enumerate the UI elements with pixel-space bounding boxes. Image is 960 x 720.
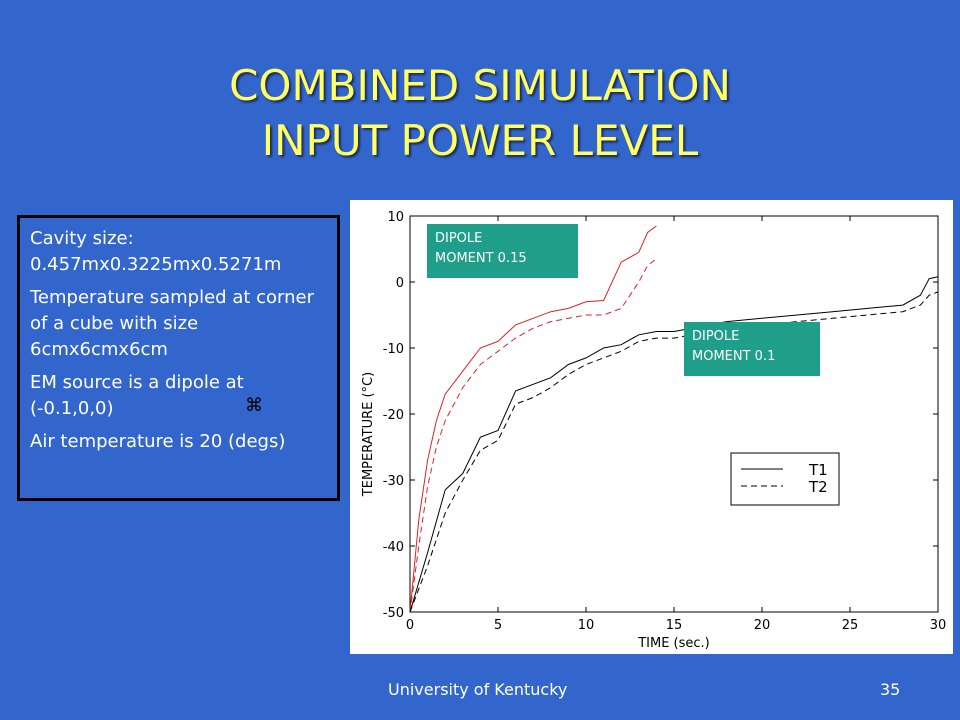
info-box: Cavity size: 0.457mx0.3225mx0.5271m Temp… [17,215,340,501]
legend-box [730,452,840,506]
x-tick-label: 5 [494,618,502,633]
series-line-t2-dipole-015 [409,258,657,613]
y-tick-label: -10 [383,342,404,357]
y-axis-label: TEMPERATURE (°C) [361,372,376,497]
y-tick-label: -20 [383,408,404,423]
y-tick-label: 10 [387,210,404,225]
y-tick-label: -40 [383,540,404,555]
series-line-t1-dipole-015 [409,225,657,613]
y-tick-label: -50 [383,606,404,621]
x-tick-label: 25 [842,618,859,633]
annotation-dipole-0-15: DIPOLE MOMENT 0.15 [427,224,578,278]
x-tick-label: 0 [406,618,414,633]
annotation-dipole-0-15-line-2: MOMENT 0.15 [435,251,527,266]
x-tick-label: 15 [666,618,683,633]
title-line-2: INPUT POWER LEVEL [261,116,699,165]
slide-number: 35 [880,680,901,699]
slide-title: COMBINED SIMULATION INPUT POWER LEVEL [0,58,960,168]
legend-label-t1: T1 [808,461,828,479]
series-line-t2-dipole-01 [409,291,939,613]
series-line-t1-dipole-01 [409,276,939,613]
x-axis-label: TIME (sec.) [637,636,710,651]
info-sampling: Temperature sampled at corner of a cube … [30,287,315,360]
x-tick-label: 10 [578,618,595,633]
mouse-cursor-icon: ⌘ [245,395,263,416]
title-line-1: COMBINED SIMULATION [229,61,731,110]
annotation-dipole-0-1: DIPOLE MOMENT 0.1 [684,322,820,376]
info-cavity-size: Cavity size: 0.457mx0.3225mx0.5271m [30,228,282,275]
annotation-dipole-0-1-line-2: MOMENT 0.1 [692,349,776,364]
footer-university: University of Kentucky [388,680,568,699]
y-tick-label: 0 [396,276,404,291]
legend-label-t2: T2 [808,478,828,496]
annotation-dipole-0-1-line-1: DIPOLE [692,329,740,344]
temperature-chart: 0 5 10 15 20 25 30 10 0 -10 -20 -30 -40 -50 TIME (sec.… [361,210,947,651]
annotation-dipole-0-15-line-1: DIPOLE [435,231,483,246]
y-tick-label: -30 [383,474,404,489]
x-tick-label: 20 [754,618,771,633]
x-tick-label: 30 [930,618,947,633]
info-air-temperature: Air temperature is 20 (degs) [30,431,286,452]
info-em-source: EM source is a dipole at (-0.1,0,0) [30,372,244,419]
